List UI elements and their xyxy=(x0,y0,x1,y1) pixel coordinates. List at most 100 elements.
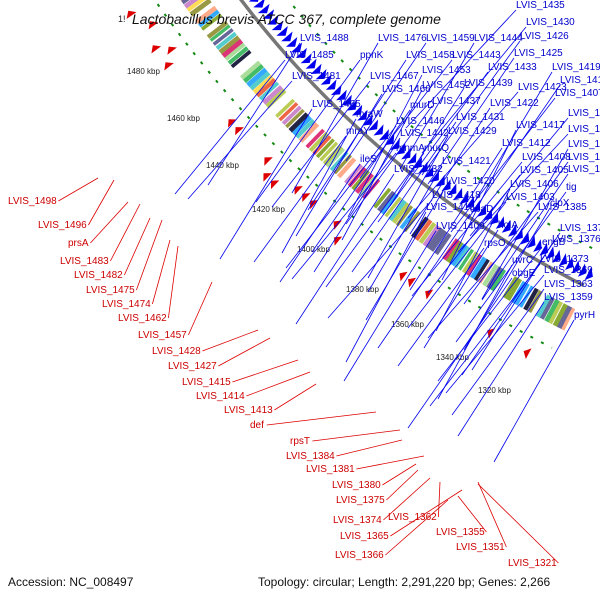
forward-leader-line xyxy=(291,152,397,280)
forward-gene-label: coaD xyxy=(470,204,493,215)
reverse-leader-line xyxy=(218,337,271,367)
reverse-gene-label: LVIS_1498 xyxy=(8,196,57,207)
content-bar xyxy=(523,287,539,311)
reverse-gene-arrow xyxy=(333,220,342,230)
reverse-leader-line xyxy=(382,463,417,486)
forward-gene-label: LVIS_1442 xyxy=(400,128,449,139)
content-bar xyxy=(450,243,468,267)
forward-gene-arrow xyxy=(577,263,587,277)
reverse-leader-line xyxy=(124,217,151,276)
reverse-gene-label: LVIS_1375 xyxy=(336,495,385,506)
reverse-gene-label: LVIS_1366 xyxy=(335,550,384,561)
forward-leader-line xyxy=(351,121,457,273)
forward-leader-line xyxy=(253,135,347,263)
forward-gene-label: LVIS_1416 xyxy=(426,202,475,213)
kbp-label: 1460 kbp xyxy=(167,114,200,123)
reverse-gene-arrow xyxy=(294,186,303,195)
content-bar xyxy=(514,283,530,306)
forward-gene-label: holA xyxy=(498,220,518,231)
forward-gene-label: LVIS_1363 xyxy=(544,279,593,290)
forward-gene-label: LVIS_1425 xyxy=(514,48,563,59)
forward-gene-label: LVIS_1389 xyxy=(568,164,600,175)
content-bar xyxy=(544,298,561,323)
forward-gene-arrow xyxy=(501,220,511,233)
forward-leader-line xyxy=(219,108,313,260)
forward-gene-arrow xyxy=(429,170,439,183)
reverse-gene-arrow xyxy=(425,289,434,300)
forward-leader-line xyxy=(407,91,519,219)
reverse-gene-arrow xyxy=(408,277,417,288)
content-bar xyxy=(200,13,223,31)
forward-leader-line xyxy=(451,288,545,416)
forward-leader-line xyxy=(367,165,443,293)
forward-leader-line xyxy=(313,137,401,273)
forward-leader-line xyxy=(343,230,437,382)
forward-gene-label: LVIS_1359 xyxy=(544,292,593,303)
forward-gene-arrow xyxy=(368,119,379,131)
accession-text: Accession: NC_008497 xyxy=(8,575,134,589)
forward-leader-line xyxy=(365,185,447,321)
reverse-leader-line xyxy=(88,179,115,226)
content-bar xyxy=(377,190,396,213)
forward-gene-arrow xyxy=(325,79,337,90)
content-bar xyxy=(212,28,234,46)
forward-gene-label: LVIS_1431 xyxy=(456,112,505,123)
reverse-leader-line xyxy=(312,429,401,442)
forward-leader-line xyxy=(359,59,453,179)
forward-gene-arrow xyxy=(315,69,327,80)
forward-gene-arrow xyxy=(310,63,322,74)
forward-leader-line xyxy=(457,133,569,253)
content-bar xyxy=(426,227,445,250)
content-bar xyxy=(474,258,490,281)
forward-gene-label: engB xyxy=(542,237,566,248)
reverse-gene-label: LVIS_1415 xyxy=(182,377,231,388)
content-bar xyxy=(422,224,441,248)
forward-gene-label: uvrC xyxy=(512,255,533,266)
content-bar xyxy=(430,230,448,252)
content-bar xyxy=(442,238,460,261)
content-bar xyxy=(540,296,555,320)
content-bar xyxy=(561,307,576,331)
forward-gene-label: LVIS_1422 xyxy=(490,98,539,109)
forward-gene-label: LVIS_1437 xyxy=(432,96,481,107)
content-bar xyxy=(470,256,488,280)
reverse-gene-arrow xyxy=(151,45,161,54)
reverse-gene-label: def xyxy=(250,420,264,431)
reverse-leader-line xyxy=(266,411,377,426)
forward-leader-line xyxy=(281,118,357,254)
reverse-gene-label: LVIS_1413 xyxy=(224,405,273,416)
forward-gene-label: LVIS_1458 xyxy=(406,50,455,61)
forward-gene-arrow xyxy=(558,253,568,267)
content-bar xyxy=(336,157,357,179)
forward-gene-label: LVIS_1410 xyxy=(560,75,600,86)
forward-gene-label: LVIS_1467 xyxy=(370,71,419,82)
map-title: Lactobacillus brevis ATCC 367, complete … xyxy=(132,11,441,27)
content-bar xyxy=(227,46,249,65)
reverse-leader-line xyxy=(246,371,311,397)
reverse-gene-label: LVIS_1384 xyxy=(286,451,335,462)
kbp-label: 1420 kbp xyxy=(252,205,285,214)
forward-gene-label: LVIS_1417 xyxy=(516,120,565,131)
forward-gene-label: mraY xyxy=(346,126,370,137)
reverse-gene-arrow xyxy=(263,173,272,182)
forward-leader-line xyxy=(469,117,569,237)
forward-gene-arrow xyxy=(539,242,548,256)
forward-gene-label: LVIS_1465 xyxy=(312,99,361,110)
forward-gene-arrow xyxy=(253,0,265,8)
forward-leader-line xyxy=(345,42,427,162)
forward-gene-arrow xyxy=(362,114,373,126)
forward-gene-arrow xyxy=(373,124,384,136)
content-bar xyxy=(535,294,552,319)
content-bar xyxy=(454,246,471,269)
forward-gene-arrow xyxy=(248,0,259,2)
forward-gene-label: LVIS_1481 xyxy=(292,71,341,82)
content-bar xyxy=(206,20,229,39)
forward-gene-label: LVIS_1420 xyxy=(446,176,495,187)
forward-gene-label: LVIS_1435 xyxy=(516,0,565,11)
forward-gene-arrow xyxy=(584,266,593,281)
content-bar xyxy=(198,9,220,28)
forward-leader-line xyxy=(450,97,556,233)
forward-gene-label: LVIS_1443 xyxy=(452,50,501,61)
content-bar xyxy=(281,105,302,125)
content-bar xyxy=(262,85,284,105)
